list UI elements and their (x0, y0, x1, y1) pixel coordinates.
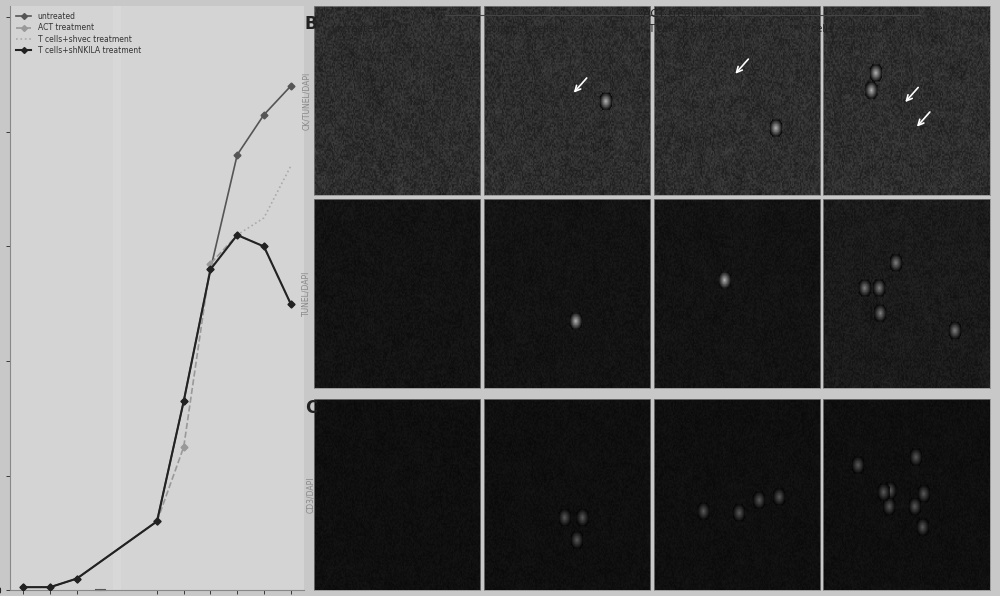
Text: C: C (305, 399, 317, 417)
Y-axis label: CK/TUNEL/DAPI: CK/TUNEL/DAPI (302, 72, 311, 129)
Text: control T cells: control T cells (486, 24, 554, 34)
Text: B: B (305, 15, 318, 33)
Text: untreated: untreated (331, 24, 379, 34)
Text: ACT treatment: ACT treatment (643, 9, 724, 19)
Text: T cells + shvec: T cells + shvec (648, 24, 722, 34)
Y-axis label: CD3/DAPI: CD3/DAPI (306, 476, 315, 513)
Y-axis label: TUNEL/DAPI: TUNEL/DAPI (302, 271, 311, 316)
Text: T cells + shNKILA: T cells + shNKILA (802, 24, 888, 34)
Legend: untreated, ACT treatment, T cells+shvec treatment, T cells+shNKILA treatment: untreated, ACT treatment, T cells+shvec … (14, 10, 143, 57)
